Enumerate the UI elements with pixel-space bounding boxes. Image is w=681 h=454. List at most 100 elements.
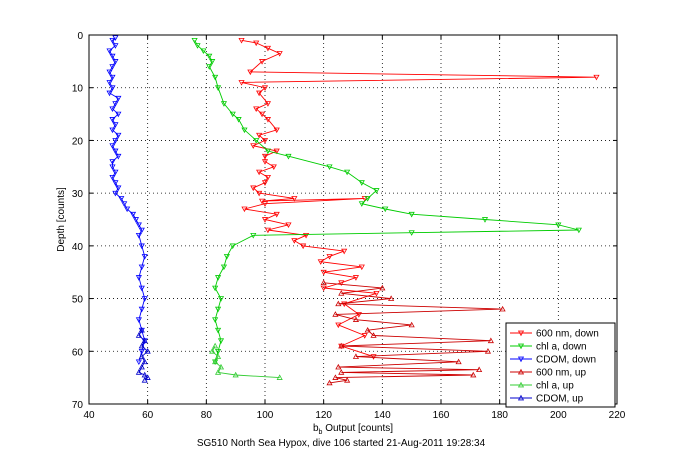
data-point	[112, 190, 119, 197]
data-point	[358, 201, 365, 207]
series-3	[320, 279, 506, 386]
data-point	[326, 164, 333, 171]
legend-marker	[517, 381, 525, 388]
y-tick-label: 0	[77, 31, 83, 42]
data-point	[241, 206, 248, 213]
data-point	[320, 269, 327, 276]
data-point	[302, 232, 310, 239]
data-point	[112, 148, 119, 155]
data-point	[112, 101, 119, 107]
data-point	[141, 377, 148, 383]
data-point	[261, 159, 269, 165]
series-line	[194, 40, 580, 362]
data-point	[264, 148, 272, 155]
data-point	[358, 264, 365, 271]
data-point	[300, 243, 307, 250]
data-point	[408, 211, 415, 218]
data-point	[112, 35, 119, 41]
x-axis-label-rest: Output [counts]	[322, 423, 393, 434]
data-point	[138, 326, 145, 333]
data-point	[106, 90, 113, 97]
data-point	[109, 106, 116, 113]
data-point	[138, 243, 145, 250]
data-point	[144, 374, 151, 380]
x-tick-label: 140	[374, 410, 391, 421]
data-point	[212, 285, 219, 292]
data-point	[273, 211, 280, 218]
data-point	[112, 43, 119, 49]
data-point	[291, 238, 298, 244]
legend: 600 nm, down chl a, down CDOM, down 600 nm,…	[505, 322, 616, 408]
data-point	[332, 311, 339, 317]
data-point	[338, 290, 345, 296]
data-point	[256, 132, 263, 139]
legend-label: 600 nm, down	[536, 329, 599, 340]
data-point	[217, 296, 225, 302]
data-point	[214, 353, 222, 359]
data-point	[109, 143, 116, 149]
data-point	[258, 59, 266, 65]
data-point	[106, 48, 113, 55]
data-point	[112, 59, 119, 65]
data-point	[408, 230, 415, 236]
data-point	[264, 45, 272, 52]
data-point	[379, 284, 386, 291]
data-point	[258, 111, 266, 118]
data-point	[256, 169, 263, 176]
data-point	[109, 117, 116, 123]
legend-box	[505, 322, 616, 408]
data-point	[141, 296, 148, 302]
data-point	[206, 64, 213, 70]
axes-box	[88, 34, 618, 405]
x-axis-label-main: b	[313, 423, 319, 434]
x-tick-label: 100	[257, 410, 274, 421]
data-point	[256, 90, 263, 97]
data-point	[476, 366, 483, 373]
x-axis-label: bb Output [counts]	[313, 423, 393, 436]
data-point	[276, 51, 283, 57]
data-point	[261, 138, 269, 144]
data-point	[320, 285, 327, 292]
data-point	[129, 211, 137, 218]
data-point	[132, 217, 140, 223]
data-point	[273, 148, 280, 155]
data-point	[261, 153, 269, 160]
data-point	[326, 254, 333, 260]
data-point	[358, 180, 365, 186]
x-tick-label: 160	[433, 410, 450, 421]
data-point	[212, 342, 219, 349]
data-point	[344, 377, 351, 383]
data-point	[250, 143, 257, 149]
data-point	[141, 254, 148, 260]
data-point	[261, 217, 269, 223]
data-point	[247, 69, 254, 76]
data-point	[135, 232, 142, 239]
data-point	[555, 222, 562, 228]
y-tick-label: 50	[72, 295, 84, 306]
y-tick-label: 70	[72, 400, 84, 411]
data-point	[317, 259, 324, 265]
data-point	[338, 342, 345, 349]
data-point	[361, 333, 368, 339]
data-point	[209, 348, 216, 354]
data-point	[138, 306, 145, 313]
data-point	[344, 169, 351, 176]
data-point	[575, 227, 582, 234]
legend-marker	[517, 343, 525, 350]
data-point	[144, 348, 151, 354]
data-point	[138, 342, 145, 349]
data-point	[115, 95, 122, 102]
series-line	[241, 39, 597, 358]
data-point	[138, 353, 145, 359]
data-point	[200, 48, 207, 55]
data-point	[109, 85, 116, 91]
data-point	[138, 264, 145, 271]
data-point	[229, 243, 236, 250]
ticks: 40 60 80 100 120 140 160 180 200 220 0 10 20 30 40 50 60…	[72, 31, 626, 421]
data-point	[141, 337, 148, 344]
data-point	[191, 37, 198, 44]
data-point	[593, 74, 600, 81]
data-point	[338, 280, 345, 286]
data-point	[487, 337, 494, 344]
data-point	[112, 180, 119, 186]
